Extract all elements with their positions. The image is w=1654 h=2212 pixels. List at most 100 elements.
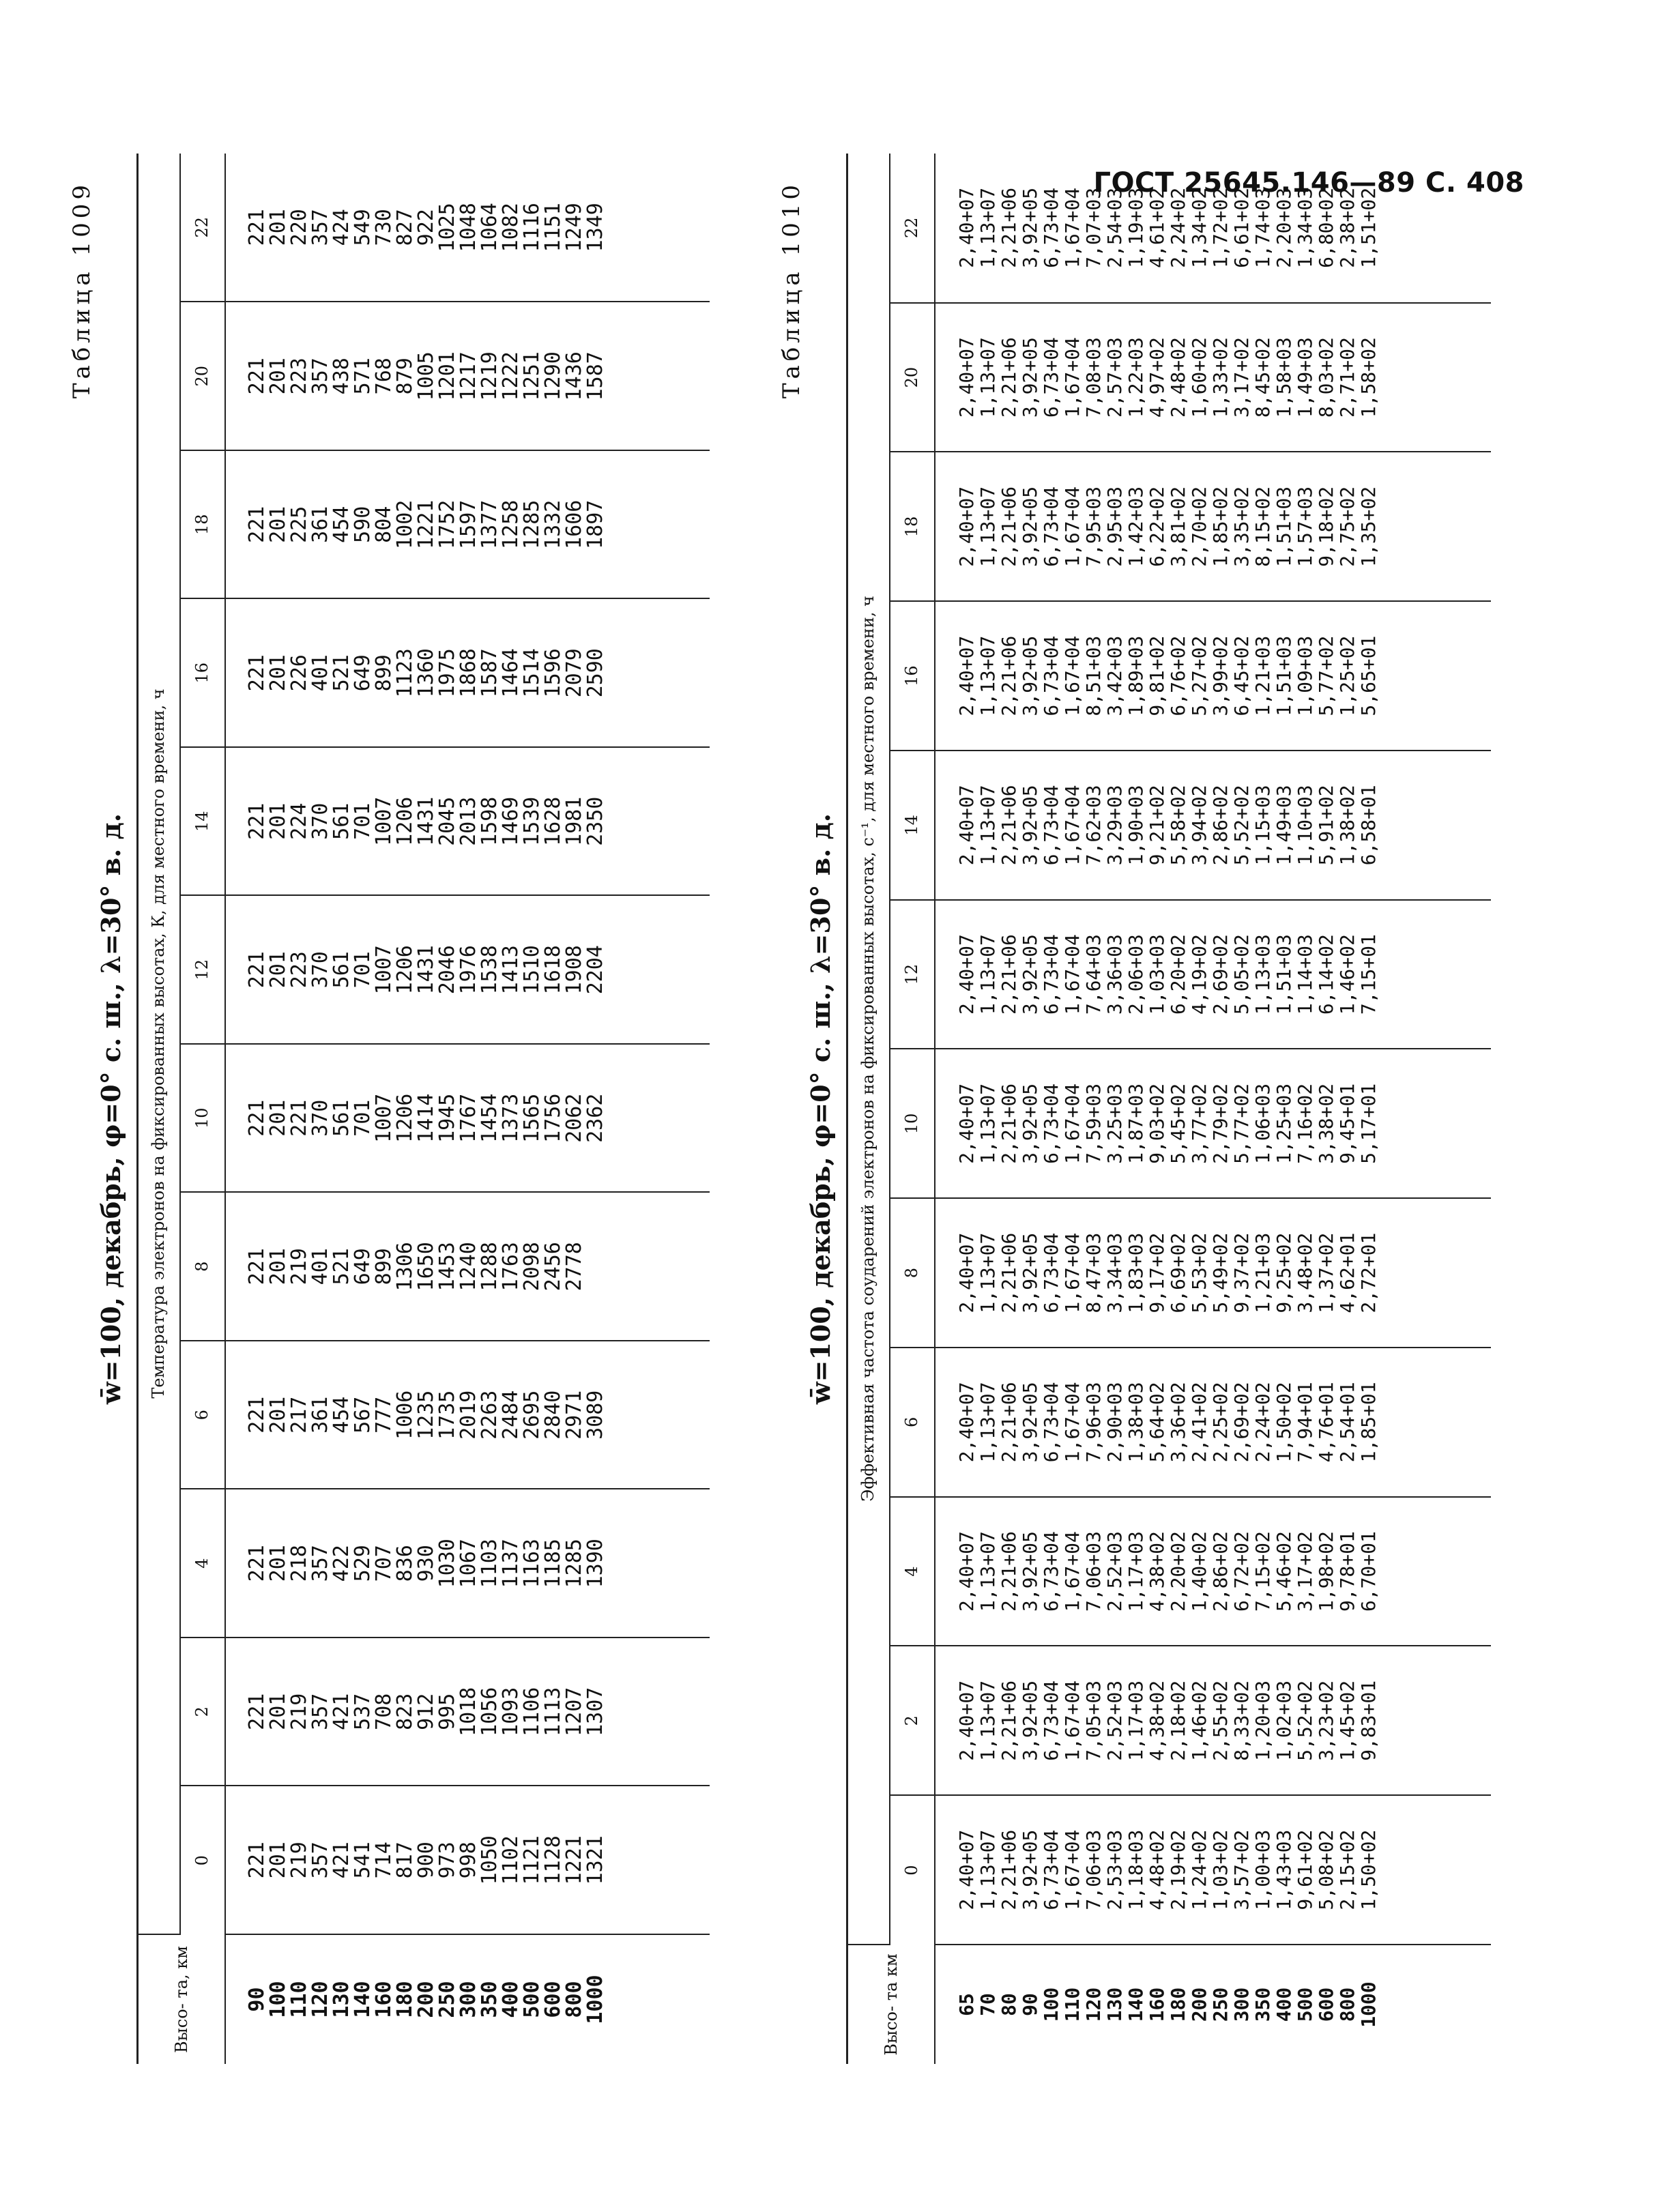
- table-cell: 223: [287, 951, 311, 989]
- table-cell: 201: [266, 1693, 290, 1730]
- table-cell: 370: [308, 1099, 332, 1137]
- table-cell: 998: [456, 1842, 480, 1879]
- table-cell: 2,21+06: [998, 934, 1020, 1015]
- table-cell: 7,08+03: [1082, 337, 1105, 418]
- altitude-value: 180: [393, 1981, 417, 2018]
- table-cell: 2013: [456, 796, 480, 846]
- table-cell: 4,76+01: [1315, 1382, 1337, 1463]
- table-cell: 221: [245, 1099, 269, 1137]
- table-cell: 836: [393, 1545, 417, 1582]
- table-cell: 2,20+02: [1167, 1531, 1189, 1612]
- altitude-value: 800: [562, 1981, 586, 2018]
- table-cell: 422: [330, 1545, 353, 1582]
- table-cell: 1868: [456, 648, 480, 698]
- table-cell: 1121: [520, 1835, 544, 1885]
- altitude-value: 1000: [583, 1975, 607, 2024]
- table-cell: 201: [266, 358, 290, 395]
- table-cell: 7,15+01: [1357, 934, 1380, 1015]
- table-cell: 2,54+01: [1336, 1382, 1359, 1463]
- table-cell: 6,72+02: [1230, 1531, 1253, 1612]
- table-cell: 357: [308, 1545, 332, 1582]
- hour-header: 22: [180, 154, 225, 302]
- table-cell: 1321: [583, 1835, 607, 1885]
- table-cell: 6,73+04: [1040, 1083, 1062, 1164]
- table-label: Таблица 1009: [68, 181, 96, 399]
- table-cell: 1056: [478, 1687, 502, 1736]
- table-cell: 4,61+02: [1146, 187, 1168, 268]
- table-cell: 1,85+01: [1357, 1382, 1380, 1463]
- table-cell: 995: [435, 1693, 459, 1730]
- table-cell: 900: [414, 1842, 438, 1879]
- table-cell: 8,51+03: [1082, 635, 1105, 716]
- altitude-value: 250: [1209, 1987, 1232, 2022]
- table-cell: 1030: [435, 1539, 459, 1588]
- value-column: 2,40+07 1,13+07 2,21+06 3,92+05 6,73+04 1,67+…: [935, 601, 1491, 751]
- altitude-value: 200: [1188, 1987, 1210, 2022]
- table-cell: 5,52+02: [1230, 785, 1253, 866]
- table-cell: 2695: [520, 1390, 544, 1440]
- table-cell: 3,99+02: [1209, 635, 1232, 716]
- table-cell: 6,70+01: [1357, 1531, 1380, 1612]
- table-cell: 5,53+02: [1188, 1232, 1210, 1313]
- table-cell: 1538: [478, 945, 502, 995]
- altitude-value: 130: [330, 1981, 353, 2018]
- value-column: 221 201 219 401 521 649 899 1306 1650 1453 1240 128…: [225, 1192, 710, 1341]
- table-label: Таблица 1010: [778, 181, 805, 399]
- table-cell: 221: [245, 1545, 269, 1582]
- table-cell: 7,96+03: [1082, 1382, 1105, 1463]
- table-cell: 2079: [562, 648, 586, 698]
- value-column: 221 201 223 357 438 571 768 879 1005 1201 1217 1219…: [225, 302, 710, 450]
- table-cell: 224: [287, 802, 311, 840]
- table-cell: 225: [287, 506, 311, 543]
- value-column: 221 201 221 370 561 701 1007 1206 1414 1945 1767 14…: [225, 1044, 710, 1193]
- table-cell: 2,40+07: [955, 187, 978, 268]
- altitude-value: 300: [1230, 1987, 1253, 2022]
- table-cell: 1767: [456, 1093, 480, 1143]
- altitude-value: 80: [998, 1993, 1020, 2016]
- table-cell: 1048: [456, 203, 480, 252]
- table-cell: 2,40+07: [955, 934, 978, 1015]
- hour-header: 18: [180, 450, 225, 599]
- table-cell: 2840: [541, 1390, 565, 1440]
- table-cell: 1,87+03: [1125, 1083, 1147, 1164]
- table-cell: 1163: [520, 1539, 544, 1588]
- table-cell: 1,13+07: [976, 635, 999, 716]
- table-cell: 9,03+02: [1146, 1083, 1168, 1164]
- table-cell: 9,81+02: [1146, 635, 1168, 716]
- table-cell: 1,51+03: [1273, 934, 1295, 1015]
- table-cell: 2,53+03: [1103, 1829, 1126, 1910]
- table-cell: 3,36+02: [1167, 1382, 1189, 1463]
- table-cell: 567: [351, 1396, 375, 1434]
- table-cell: 3,92+05: [1019, 934, 1041, 1015]
- table-cell: 1235: [414, 1390, 438, 1440]
- table-cell: 1332: [541, 499, 565, 549]
- table-cell: 219: [287, 1693, 311, 1730]
- table-cell: 1,19+03: [1125, 187, 1147, 268]
- altitude-value: 90: [1019, 1993, 1041, 2016]
- table-cell: 2019: [456, 1390, 480, 1440]
- table-cell: 1945: [435, 1093, 459, 1143]
- altitude-value: 100: [266, 1981, 290, 2018]
- table-cell: 3,42+03: [1103, 635, 1126, 716]
- table-cell: 2350: [583, 796, 607, 846]
- table-cell: 1752: [435, 499, 459, 549]
- hour-header: 12: [890, 899, 935, 1049]
- table-cell: 454: [330, 1396, 353, 1434]
- table-cell: 221: [245, 1842, 269, 1879]
- altitude-value: 120: [1082, 1987, 1105, 2022]
- table-cell: 7,05+03: [1082, 1680, 1105, 1761]
- table-cell: 9,61+02: [1294, 1829, 1316, 1910]
- altitude-value: 65: [955, 1993, 978, 2016]
- table-cell: 454: [330, 506, 353, 543]
- table-cell: 2,57+03: [1103, 337, 1126, 418]
- table-cell: 5,58+02: [1167, 785, 1189, 866]
- table-cell: 1,38+03: [1125, 1382, 1147, 1463]
- table-cell: 1221: [562, 1835, 586, 1885]
- table-cell: 201: [266, 1842, 290, 1879]
- table-cell: 201: [266, 506, 290, 543]
- table-cell: 401: [308, 1248, 332, 1285]
- table-cell: 8,15+02: [1251, 486, 1274, 567]
- table-cell: 5,91+02: [1315, 785, 1337, 866]
- group-header: Температура электронов на фиксированных …: [137, 154, 180, 1934]
- table-cell: 899: [372, 1248, 396, 1285]
